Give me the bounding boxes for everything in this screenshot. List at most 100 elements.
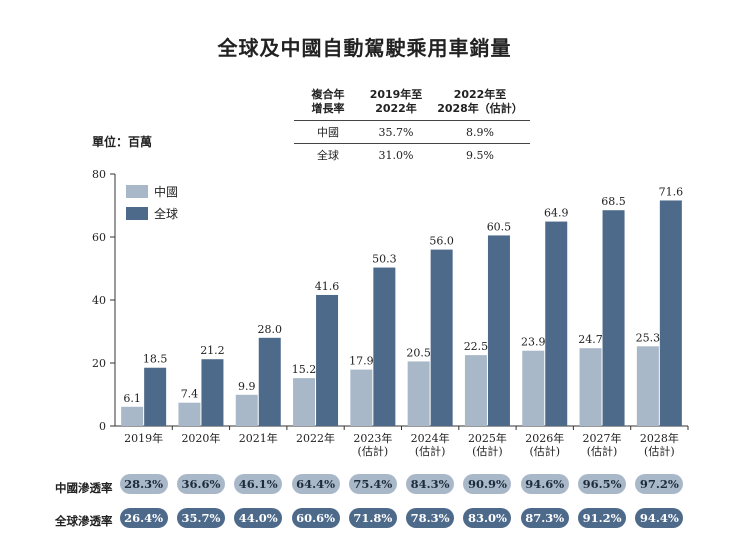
penetration-pill-global: 35.7% (176, 508, 225, 528)
cagr-cell: 31.0% (378, 148, 414, 162)
penetration-pill-global: 26.4% (119, 508, 168, 528)
y-tick-label: 40 (92, 294, 106, 307)
penetration-pill-global: 91.2% (578, 508, 627, 528)
legend-swatch-global (126, 207, 148, 220)
x-tick-label: 2027年 (583, 431, 622, 445)
x-tick-label: 2021年 (239, 431, 278, 445)
cagr-header-label: 複合年 增長率 (294, 88, 362, 121)
data-label-china: 22.5 (464, 340, 489, 353)
bar-china (522, 350, 545, 426)
data-label-global: 21.2 (200, 344, 225, 357)
data-label-global: 71.6 (659, 185, 684, 198)
bar-china (350, 369, 373, 426)
penetration-pill-china: 96.5% (578, 474, 627, 494)
x-tick-label: 2026年 (525, 431, 564, 445)
x-tick-label: (估計) (587, 444, 618, 458)
x-tick-label: 2019年 (124, 431, 163, 445)
x-tick-label: 2025年 (468, 431, 507, 445)
cagr-row-china: 中國 35.7% 8.9% (294, 120, 530, 144)
data-label-global: 60.5 (487, 220, 512, 233)
penetration-pill-china: 97.2% (635, 474, 684, 494)
bar-global (545, 221, 568, 426)
penetration-pill-global: 44.0% (234, 508, 283, 528)
data-label-global: 64.9 (544, 207, 569, 220)
x-tick-label: 2022年 (296, 431, 335, 445)
cagr-header-row: 複合年 增長率 2019年至 2022年 2022年至 2028年（估計） (294, 88, 530, 121)
penetration-pill-china: 64.4% (291, 474, 340, 494)
x-tick-label: 2028年 (640, 431, 679, 445)
bar-china (293, 378, 316, 426)
data-label-china: 15.2 (292, 363, 317, 376)
bar-china (579, 348, 602, 426)
penetration-pill-china: 84.3% (406, 474, 455, 494)
x-tick-label: 2023年 (353, 431, 392, 445)
bar-global (602, 210, 625, 426)
x-tick-label: (估計) (472, 444, 503, 458)
bar-china (407, 361, 430, 426)
legend-label-global: 全球 (154, 207, 179, 221)
penetration-label-global: 全球滲透率 (55, 514, 113, 528)
x-tick-label: (估計) (644, 444, 675, 458)
bar-china (464, 355, 487, 426)
legend-label-china: 中國 (154, 185, 179, 199)
x-tick-label: 2020年 (181, 431, 220, 445)
bar-china (121, 406, 144, 426)
cagr-cell: 35.7% (362, 120, 430, 144)
penetration-pill-china: 46.1% (234, 474, 283, 494)
data-label-china: 25.3 (636, 331, 661, 344)
legend-item-global: 全球 (126, 205, 178, 222)
bar-global (430, 249, 453, 426)
data-label-global: 18.5 (143, 353, 168, 366)
cagr-row-global: 全球 31.0% 9.5% (294, 144, 530, 167)
data-label-china: 9.9 (238, 380, 256, 393)
bar-global (144, 367, 167, 426)
bar-china (636, 346, 659, 426)
bar-global (373, 267, 396, 426)
x-tick-label: (估計) (529, 444, 560, 458)
data-label-global: 56.0 (429, 235, 454, 248)
cagr-cell: 8.9% (430, 120, 530, 144)
penetration-pill-global: 60.6% (291, 508, 340, 528)
data-label-global: 28.0 (258, 323, 283, 336)
y-tick-label: 80 (92, 168, 106, 181)
bar-global (316, 294, 339, 426)
cagr-header-2019-2022: 2019年至 2022年 (362, 88, 430, 121)
data-label-china: 24.7 (578, 333, 603, 346)
data-label-china: 20.5 (406, 346, 431, 359)
cagr-cell: 9.5% (466, 148, 494, 162)
penetration-pill-china: 28.3% (119, 474, 168, 494)
penetration-pill-china: 36.6% (176, 474, 225, 494)
data-label-china: 7.4 (181, 388, 199, 401)
bar-global (258, 337, 281, 426)
bar-china (178, 402, 201, 426)
y-tick-label: 0 (99, 420, 106, 433)
penetration-pill-china: 75.4% (348, 474, 397, 494)
bar-global (659, 200, 682, 426)
unit-label: 單位：百萬 (92, 135, 153, 149)
y-tick-label: 60 (92, 231, 106, 244)
data-label-china: 23.9 (521, 336, 546, 349)
chart-title: 全球及中國自動駕駛乘用車銷量 (217, 36, 512, 60)
penetration-pill-china: 90.9% (463, 474, 512, 494)
x-tick-label: (估計) (415, 444, 446, 458)
cagr-table: 複合年 增長率 2019年至 2022年 2022年至 2028年（估計） 中國 35… (294, 88, 530, 166)
data-label-global: 68.5 (601, 195, 626, 208)
data-label-china: 17.9 (349, 355, 374, 368)
cagr-cell: 全球 (317, 149, 339, 162)
bar-global (201, 359, 224, 426)
bar-china (235, 394, 258, 426)
legend-item-china: 中國 (126, 183, 178, 200)
cagr-header-2022-2028: 2022年至 2028年（估計） (430, 88, 530, 121)
x-tick-label: 2024年 (411, 431, 450, 445)
penetration-pill-china: 94.6% (520, 474, 569, 494)
penetration-pill-global: 78.3% (406, 508, 455, 528)
penetration-pill-global: 83.0% (463, 508, 512, 528)
penetration-pill-global: 87.3% (520, 508, 569, 528)
data-label-global: 41.6 (315, 280, 340, 293)
data-label-china: 6.1 (123, 392, 141, 405)
legend-swatch-china (126, 185, 148, 198)
penetration-label-china: 中國滲透率 (55, 481, 113, 495)
x-tick-label: (估計) (358, 444, 389, 458)
